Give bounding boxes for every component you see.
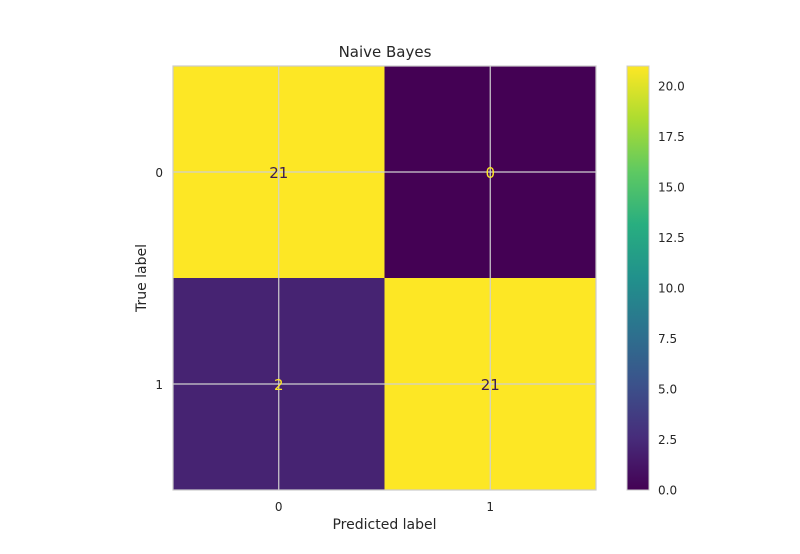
chart-title: Naive Bayes — [339, 43, 432, 61]
cell-value-label: 2 — [274, 376, 284, 394]
cell-value-label: 21 — [269, 164, 288, 182]
colorbar-tick-label: 12.5 — [658, 231, 685, 245]
y-tick-labels: 01 — [155, 166, 163, 392]
x-axis-label: Predicted label — [332, 517, 436, 533]
colorbar-tick-label: 7.5 — [658, 332, 677, 346]
colorbar-tick-labels: 0.0 2.5 5.0 7.5 10.0 12.5 15.0 17.5 20.0 — [658, 80, 685, 498]
colorbar-tick-label: 5.0 — [658, 383, 677, 397]
grid-lines — [173, 66, 596, 490]
colorbar-tick-label: 15.0 — [658, 181, 685, 195]
cell-value-label: 21 — [481, 376, 500, 394]
x-tick-label: 1 — [486, 500, 494, 514]
colorbar-tick-label: 10.0 — [658, 282, 685, 296]
y-axis-label: True label — [134, 244, 150, 313]
cell-value-label: 0 — [485, 164, 495, 182]
heatmap-cells — [173, 66, 596, 490]
colorbar-tick-label: 20.0 — [658, 80, 685, 94]
cell-value-labels: 21 0 2 21 — [269, 164, 500, 394]
plot-frame — [172, 65, 597, 491]
y-tick-label: 0 — [155, 166, 163, 180]
colorbar-tick-label: 17.5 — [658, 130, 685, 144]
x-tick-label: 0 — [275, 500, 283, 514]
colorbar-tick-label: 2.5 — [658, 433, 677, 447]
colorbar-tick-label: 0.0 — [658, 484, 677, 498]
y-tick-label: 1 — [155, 378, 163, 392]
colorbar — [626, 65, 650, 491]
